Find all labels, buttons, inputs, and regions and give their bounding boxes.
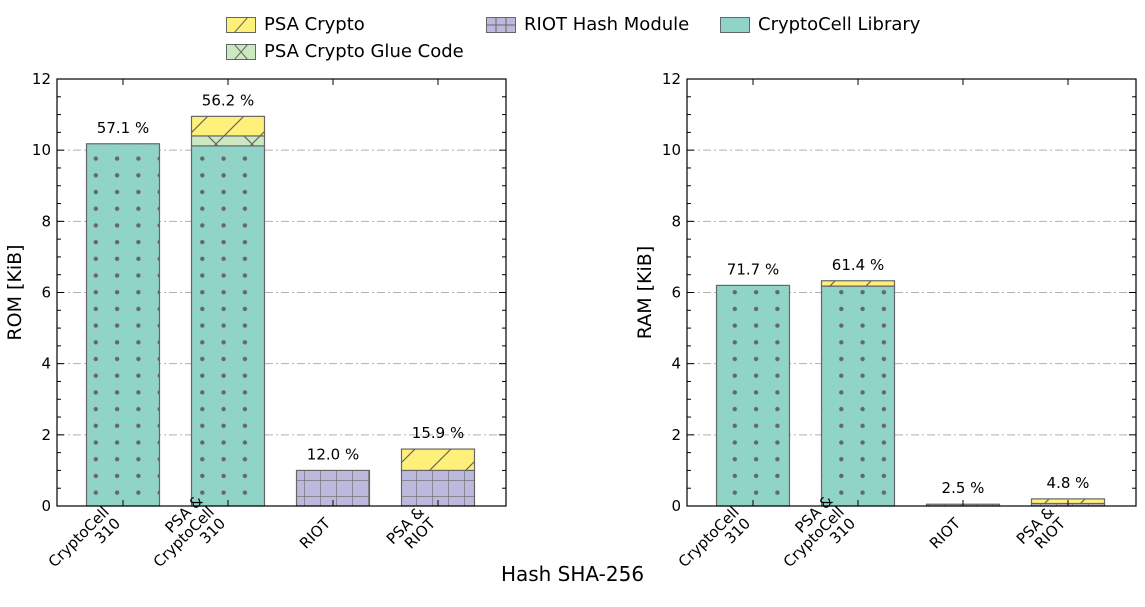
bar-annotation: 4.8 %: [1047, 474, 1090, 492]
bar-annotation: 56.2 %: [202, 91, 254, 109]
y-tick-label: 6: [41, 284, 51, 302]
y-tick-label: 4: [671, 355, 681, 373]
x-tick-label: PSA &RIOT: [1013, 502, 1070, 559]
y-tick-label: 10: [662, 141, 681, 159]
legend: PSA Crypto PSA Crypto Glue Code RIOT Has…: [0, 0, 1145, 70]
y-axis-label: ROM [KiB]: [4, 244, 26, 340]
bar-hatch-cryptocell: [820, 285, 896, 507]
psa-glue-swatch-icon: [226, 43, 256, 60]
legend-item-psa-glue: PSA Crypto Glue Code: [226, 41, 464, 62]
legend-item-cryptocell: CryptoCell Library: [720, 14, 920, 35]
bar-annotation: 15.9 %: [412, 424, 464, 442]
axes-frame: [686, 78, 1137, 507]
psa-crypto-swatch-icon: [226, 16, 256, 33]
x-axis-label: Hash SHA-256: [500, 562, 645, 586]
legend-item-psa-crypto: PSA Crypto: [226, 14, 365, 35]
bar-hatch-cryptocell: [715, 284, 791, 507]
x-tick-label: PSA &RIOT: [383, 502, 440, 559]
x-tick-label: RIOT: [296, 514, 335, 553]
y-tick-label: 10: [32, 141, 51, 159]
legend-label-psa-crypto: PSA Crypto: [264, 14, 365, 35]
y-tick-label: 2: [41, 426, 51, 444]
x-tick-label: RIOT: [926, 514, 965, 553]
bar-annotation: 57.1 %: [97, 119, 149, 137]
bar-annotation: 61.4 %: [832, 256, 884, 274]
bar-hatch-psa_crypto: [190, 115, 266, 137]
cryptocell-swatch-icon: [720, 16, 750, 33]
legend-item-riot-hash: RIOT Hash Module: [486, 14, 689, 35]
bar-hatch-psa_crypto: [400, 448, 476, 472]
bar-hatch-cryptocell: [190, 145, 266, 507]
bar-annotation: 2.5 %: [942, 479, 985, 497]
riot-hash-swatch-icon: [486, 16, 516, 33]
y-tick-label: 0: [671, 497, 681, 515]
y-tick-label: 12: [32, 70, 51, 88]
y-tick-label: 2: [671, 426, 681, 444]
y-axis-label: RAM [KiB]: [634, 246, 656, 339]
legend-label-psa-glue: PSA Crypto Glue Code: [264, 41, 464, 62]
y-tick-label: 4: [41, 355, 51, 373]
axes-frame: [56, 78, 507, 507]
bar-annotation: 71.7 %: [727, 260, 779, 278]
bar-hatch-psa_glue: [190, 135, 266, 147]
y-tick-label: 12: [662, 70, 681, 88]
y-tick-label: 0: [41, 497, 51, 515]
y-tick-label: 6: [671, 284, 681, 302]
bar-hatch-psa_crypto: [820, 280, 896, 287]
legend-label-riot-hash: RIOT Hash Module: [524, 14, 690, 35]
y-tick-label: 8: [41, 212, 51, 230]
y-tick-label: 8: [671, 212, 681, 230]
bar-hatch-cryptocell: [85, 143, 161, 507]
bar-annotation: 12.0 %: [307, 445, 359, 463]
legend-label-cryptocell: CryptoCell Library: [758, 14, 921, 35]
